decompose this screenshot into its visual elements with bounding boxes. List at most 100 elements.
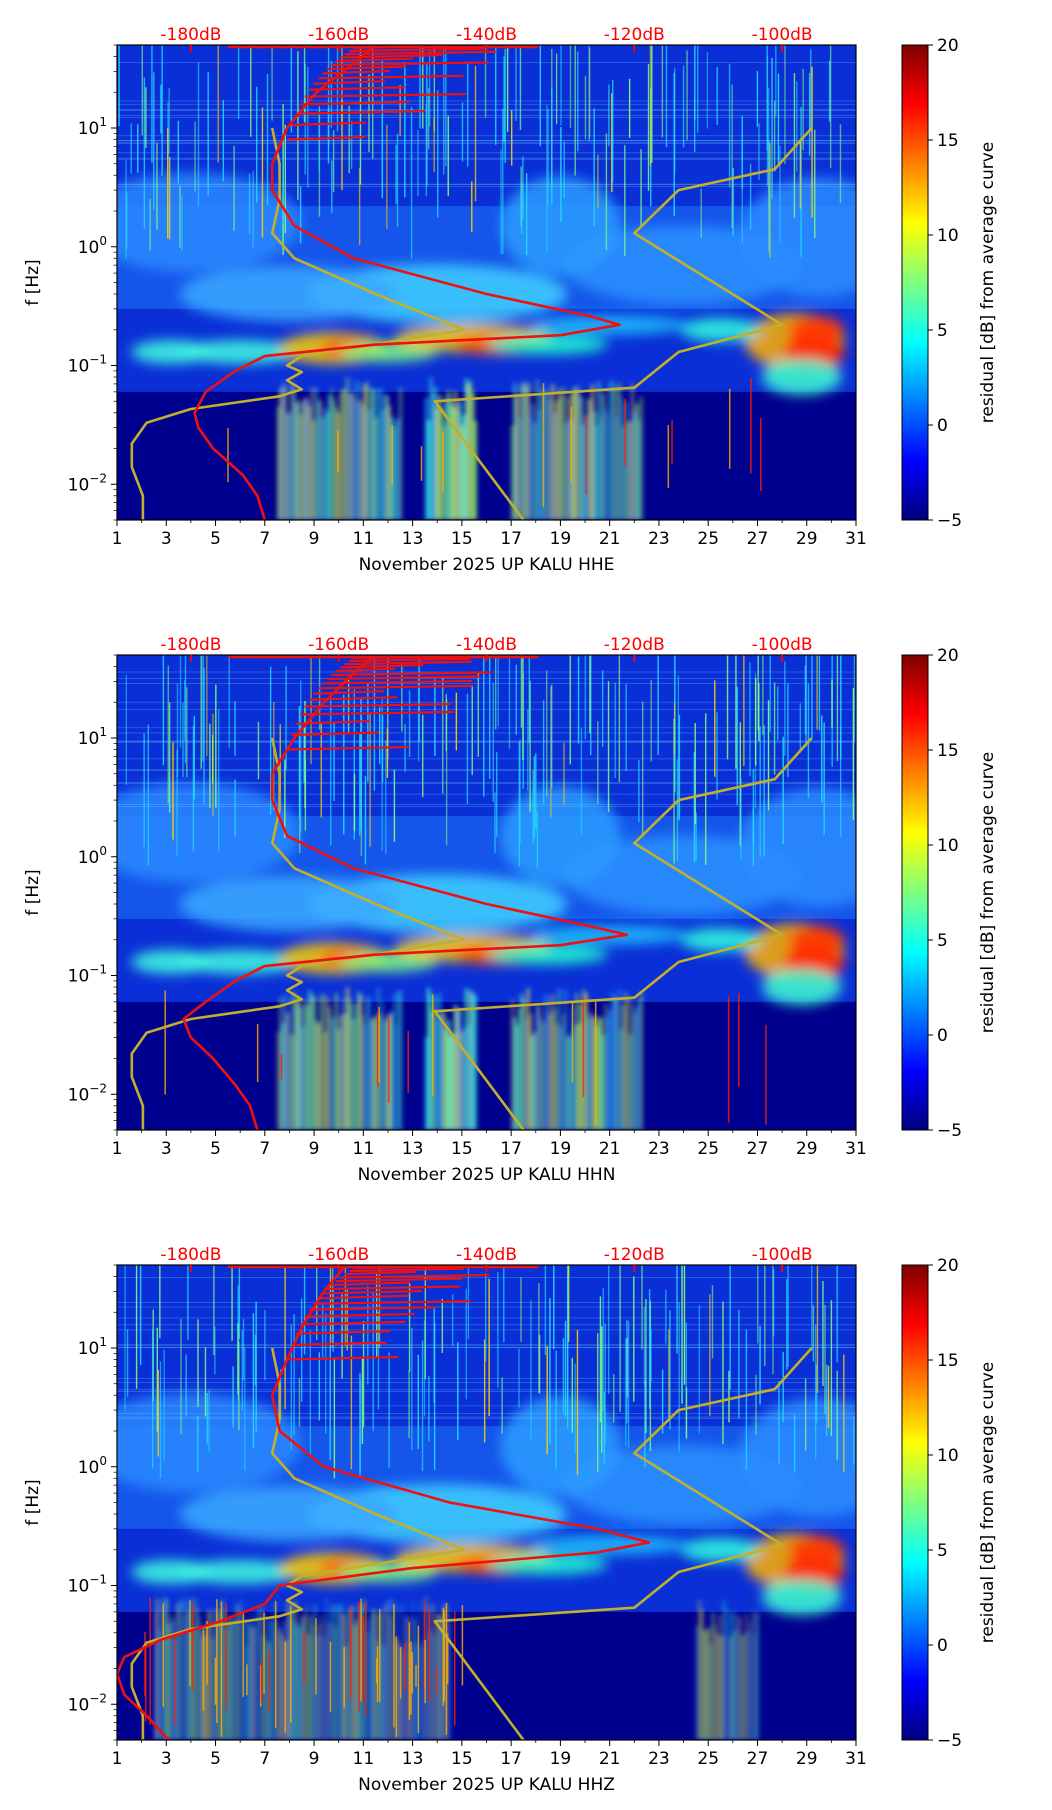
transient-streak <box>237 1323 239 1395</box>
hf-line <box>117 183 856 185</box>
transient-spike <box>737 993 740 1088</box>
noise-model-low-curve <box>130 1347 466 1740</box>
low-frequency-stripe <box>365 997 369 1130</box>
transient-streak <box>386 124 388 229</box>
transient-spike <box>189 1600 191 1687</box>
low-frequency-stripe <box>348 997 352 1130</box>
low-frequency-stripe <box>343 388 347 520</box>
low-frequency-stripe <box>300 1617 304 1740</box>
low-frequency-stripe <box>438 992 442 1130</box>
low-frequency-stripe <box>165 1598 169 1740</box>
low-frequency-stripe <box>344 1646 348 1740</box>
colorbar-tick-label: 0 <box>937 416 948 436</box>
energy-blob <box>117 172 301 273</box>
hf-line <box>117 758 856 760</box>
low-frequency-stripe <box>700 1609 704 1740</box>
low-frequency-stripe <box>227 1621 231 1740</box>
transient-streak <box>564 1320 567 1418</box>
low-frequency-stripe <box>275 1622 279 1740</box>
transient-streak <box>137 124 139 173</box>
hf-line <box>117 140 856 141</box>
low-frequency-stripe <box>288 996 292 1130</box>
transient-streak <box>331 160 333 213</box>
low-frequency-stripe <box>624 991 628 1130</box>
transient-streak <box>395 144 397 204</box>
transient-streak <box>423 1320 426 1417</box>
low-frequency-stripe <box>178 1598 182 1740</box>
low-frequency-stripe <box>635 403 639 520</box>
transient-spike <box>216 1599 218 1723</box>
db-axis-label: -160dB <box>308 25 369 45</box>
psd-wiggle <box>331 671 491 676</box>
hf-line <box>117 1346 856 1348</box>
spectrogram-area <box>117 1265 856 1740</box>
x-tick-label: 5 <box>210 1139 221 1159</box>
colorbar-title: residual [dB] from average curve <box>978 142 998 423</box>
psd-wiggle <box>300 100 410 106</box>
transient-streak <box>574 1363 576 1455</box>
low-frequency-stripe <box>255 1611 259 1740</box>
transient-streak <box>310 655 312 765</box>
transient-streak <box>818 655 821 731</box>
transient-streak <box>716 67 718 125</box>
transient-streak <box>749 662 751 777</box>
transient-streak <box>640 149 642 227</box>
low-frequency-stripe <box>533 422 537 520</box>
psd-wiggle <box>309 696 397 701</box>
low-frequency-stripe <box>392 426 396 520</box>
hf-line <box>117 1324 856 1326</box>
low-frequency-stripe <box>444 1028 448 1130</box>
transient-streak <box>303 724 305 783</box>
low-frequency-stripe <box>345 987 349 1130</box>
low-frequency-stripe <box>292 386 296 520</box>
transient-streak <box>665 45 668 148</box>
transient-streak <box>445 698 448 846</box>
x-tick-label: 23 <box>648 529 670 549</box>
hf-line <box>117 141 856 143</box>
low-frequency-stripe <box>319 399 323 520</box>
colorbar-tick-label: 5 <box>937 1541 948 1561</box>
low-frequency-stripe <box>473 420 477 520</box>
low-frequency-stripe <box>264 1617 268 1740</box>
low-frequency-stripe <box>742 1634 746 1740</box>
low-frequency-stripe <box>615 998 619 1130</box>
psd-wiggle <box>326 65 406 71</box>
colorbar-tick-label: 15 <box>937 741 959 761</box>
x-tick-label: 15 <box>451 529 473 549</box>
low-frequency-stripe <box>235 1603 239 1740</box>
db-axis-label: -120dB <box>604 1245 665 1265</box>
hf-line <box>117 117 856 118</box>
transient-spike <box>360 1598 362 1702</box>
transient-streak <box>474 65 477 202</box>
x-axis-title: November 2025 UP KALU HHE <box>359 555 615 575</box>
low-frequency-stripe <box>374 417 378 520</box>
transient-streak <box>793 1414 796 1473</box>
transient-streak <box>529 680 531 813</box>
transient-streak <box>802 68 804 151</box>
low-frequency-stripe <box>419 1646 423 1740</box>
transient-streak <box>827 1365 830 1429</box>
low-frequency-stripe <box>573 1025 577 1130</box>
low-frequency-stripe <box>363 384 367 520</box>
transient-streak <box>536 811 539 868</box>
low-frequency-stripe <box>633 411 637 520</box>
low-frequency-stripe <box>464 988 468 1130</box>
low-frequency-stripe <box>522 381 526 520</box>
low-frequency-stripe <box>376 388 380 520</box>
transient-streak <box>503 1265 505 1343</box>
x-tick-label: 31 <box>845 1749 867 1769</box>
low-frequency-stripe <box>613 996 617 1130</box>
transient-streak <box>298 706 301 819</box>
transient-streak <box>417 678 420 762</box>
transient-streak <box>300 680 302 833</box>
transient-streak <box>504 48 506 163</box>
transient-streak <box>522 655 524 761</box>
x-tick-label: 7 <box>259 529 270 549</box>
transient-streak <box>665 1289 667 1344</box>
transient-streak <box>628 78 631 138</box>
low-frequency-stripe <box>299 414 303 520</box>
transient-streak <box>693 751 696 863</box>
x-tick-label: 25 <box>697 529 719 549</box>
transient-spike <box>542 383 545 508</box>
x-tick-label: 17 <box>500 529 522 549</box>
